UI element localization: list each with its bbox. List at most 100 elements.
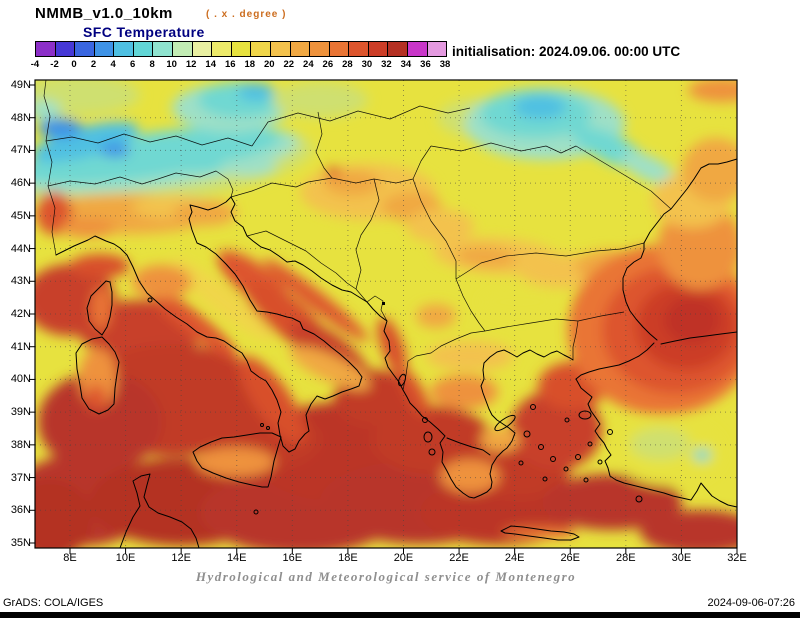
field-title: SFC Temperature — [83, 24, 205, 40]
temp-blob — [170, 259, 274, 341]
temp-blob — [630, 428, 690, 460]
colorbar-tick-label: 20 — [263, 59, 275, 70]
temp-blob — [480, 428, 520, 452]
temp-blob — [426, 341, 514, 371]
colorbar-cell — [36, 42, 56, 56]
colorbar-tick-label: 2 — [90, 59, 97, 70]
temp-blob — [688, 80, 737, 102]
colorbar-cell — [290, 42, 311, 56]
colorbar-cell — [251, 42, 271, 56]
temp-blob — [145, 285, 239, 359]
temp-blob — [35, 126, 281, 184]
colorbar-tick-label: 14 — [205, 59, 216, 70]
temp-blob — [70, 254, 130, 278]
temp-blob — [456, 246, 516, 268]
credit-line: Hydrological and Meteorological service … — [195, 569, 577, 584]
colorbar-tick-label: 26 — [322, 59, 334, 70]
temp-blob — [35, 121, 139, 163]
temp-blob — [38, 118, 82, 138]
temp-blob — [132, 265, 192, 299]
crete-coastline — [500, 525, 580, 541]
colorbar-cell — [329, 42, 350, 56]
colorbar-cell — [212, 42, 232, 56]
temp-blob — [372, 406, 492, 474]
sardinia-coastline — [75, 336, 120, 415]
temp-blob — [664, 296, 720, 344]
colorbar-tick-label: 18 — [244, 59, 256, 70]
map-frame — [34, 79, 738, 549]
colorbar-tick-label: 38 — [439, 59, 451, 70]
temp-blob — [195, 447, 275, 477]
colorbar-cell — [55, 42, 76, 56]
colorbar-tick-label: 28 — [342, 59, 353, 70]
grid-resolution-note: ( . x . degree ) — [206, 9, 287, 20]
temp-blob — [430, 375, 498, 409]
temp-blob — [238, 356, 306, 444]
colorbar-cell — [407, 42, 428, 56]
temp-blob — [514, 95, 566, 119]
temp-blob — [86, 385, 106, 411]
temp-blob — [324, 170, 380, 196]
temp-blob — [480, 288, 560, 316]
gulf-of-corinth — [446, 437, 491, 456]
temp-blob — [542, 474, 682, 530]
colorbar-tick-label: 12 — [185, 59, 197, 70]
colorbar — [35, 41, 447, 57]
temp-blob — [220, 158, 276, 176]
axis-ticks — [29, 84, 738, 554]
colorbar-cell — [388, 42, 408, 56]
model-title: NMMB_v1.0_10km — [35, 5, 173, 22]
temp-blob — [35, 480, 92, 548]
colorbar-tick-label: 16 — [224, 59, 236, 70]
temp-blob — [693, 449, 711, 461]
temperature-field — [35, 80, 737, 548]
colorbar-tick-label: 24 — [303, 59, 314, 70]
station-marker — [382, 302, 385, 305]
balkan-greece-coastline — [230, 196, 574, 499]
colorbar-cell — [349, 42, 369, 56]
colorbar-tick-label: 22 — [283, 59, 295, 70]
country-borders — [43, 79, 672, 391]
colorbar-tick-label: 34 — [400, 59, 412, 70]
colorbar-cell — [75, 42, 95, 56]
colorbar-cell — [231, 42, 252, 56]
temp-blob — [620, 151, 676, 185]
colorbar-cell — [368, 42, 389, 56]
italy-coastline — [55, 196, 363, 453]
temp-blob — [173, 200, 237, 226]
corsica-coastline — [86, 280, 113, 336]
coastlines — [55, 158, 738, 549]
colorbar-tick-label: 10 — [166, 59, 177, 70]
colorbar-tick-label: 30 — [361, 59, 373, 70]
temp-blob — [60, 218, 116, 238]
latlon-grid — [35, 80, 737, 548]
temp-blob — [91, 286, 111, 330]
colorbar-tick-label: 0 — [71, 59, 77, 70]
colorbar-cell — [192, 42, 213, 56]
colorbar-tick-label: 6 — [129, 59, 136, 70]
colorbar-tick-label: 4 — [110, 59, 116, 70]
temp-blob — [238, 83, 274, 101]
tunisia-coastline — [119, 473, 200, 549]
creation-timestamp: 2024-09-06-07:26 — [707, 597, 795, 609]
bottom-bar — [0, 612, 800, 618]
temp-blob — [263, 258, 369, 342]
colorbar-tick-label: -4 — [30, 59, 40, 70]
aegean-islands — [494, 404, 643, 503]
temp-blob — [416, 304, 456, 328]
temp-blob — [406, 209, 474, 243]
colorbar-cell — [133, 42, 154, 56]
colorbar-cell — [153, 42, 174, 56]
turkey-north-coastline — [660, 331, 738, 345]
colorbar-ticks: -4 -2 0 2 4 6 8 10 12 14 16 18 20 22 24 26 28 30 32 34 36 38 — [31, 59, 451, 71]
colorbar-tick-label: 32 — [381, 59, 392, 70]
sicily-coastline — [192, 432, 282, 488]
colorbar-cell — [310, 42, 330, 56]
initialisation-time: initialisation: 2024.09.06. 00:00 UTC — [452, 44, 681, 59]
colorbar-cell — [114, 42, 134, 56]
temp-blob — [35, 80, 140, 115]
temp-blob — [272, 82, 368, 118]
colorbar-cell — [173, 42, 193, 56]
